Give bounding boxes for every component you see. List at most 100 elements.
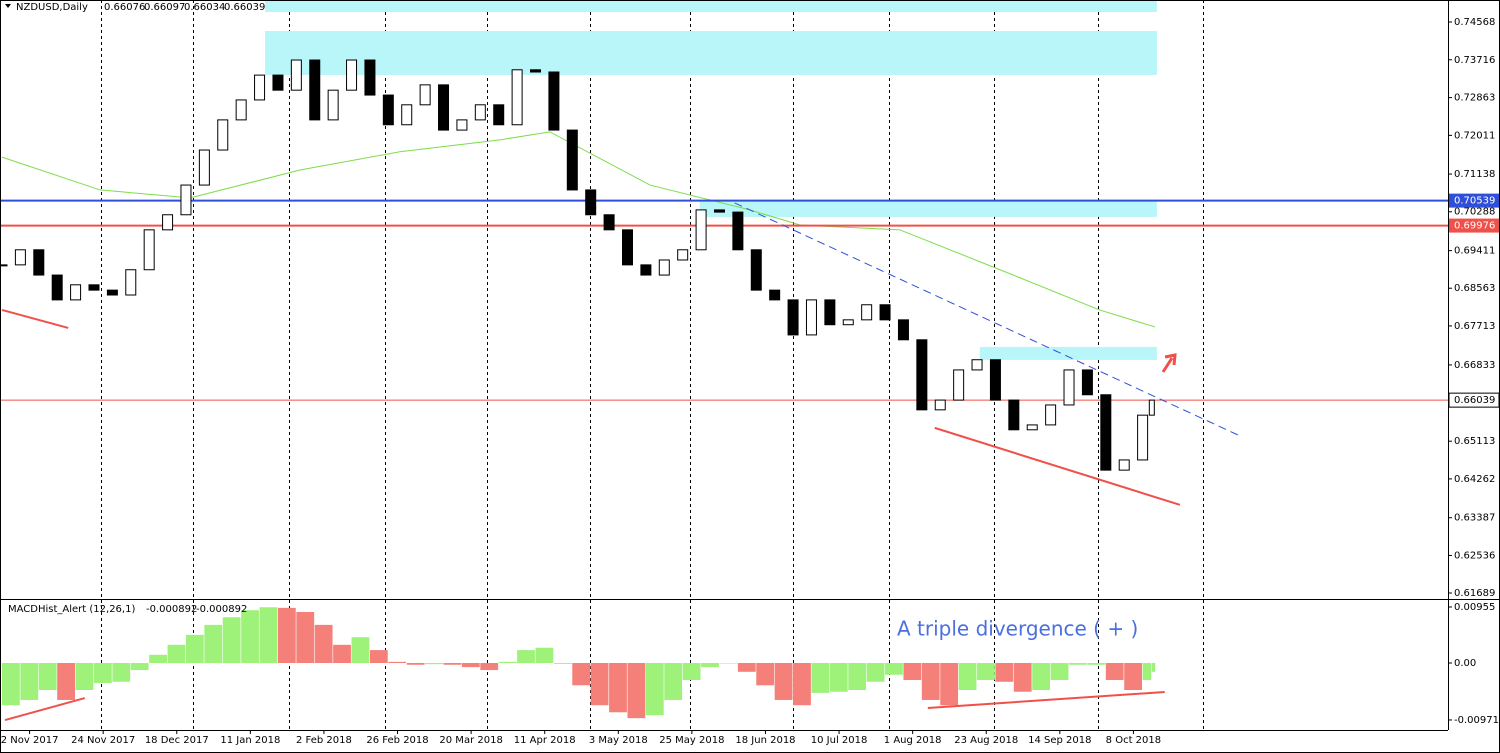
candle xyxy=(695,209,707,251)
y-tick-label: 0.63387 xyxy=(1454,513,1495,524)
histogram-bar xyxy=(1050,663,1069,681)
histogram-bar xyxy=(296,611,315,664)
candle xyxy=(217,119,229,151)
symbol-title: NZDUSD,Daily xyxy=(16,2,88,13)
histogram-bar xyxy=(645,663,664,716)
trendline xyxy=(734,202,1239,436)
candle xyxy=(934,399,946,411)
histogram-bar xyxy=(719,663,738,664)
candle xyxy=(106,289,118,296)
y-tick-label: 0.67713 xyxy=(1454,321,1495,332)
histogram-bar xyxy=(866,663,885,682)
histogram-bar xyxy=(1087,663,1106,665)
histogram-bar xyxy=(903,663,922,681)
histogram-bar xyxy=(572,663,591,686)
candle xyxy=(677,249,689,261)
candle xyxy=(989,359,1001,401)
candle xyxy=(1045,404,1057,426)
candle xyxy=(713,209,725,213)
histogram-bar xyxy=(2,663,20,706)
y-tick-label: 0.70288 xyxy=(1454,207,1495,218)
histogram-bar xyxy=(756,663,775,686)
candle xyxy=(364,59,376,96)
trendline xyxy=(4,697,86,721)
indicator-title: MACDHist_Alert (12,26,1) xyxy=(8,604,135,615)
y-tick-label: 0.68563 xyxy=(1454,283,1495,294)
y-tick-label: -0.00971 xyxy=(1454,715,1499,726)
histogram-bar xyxy=(480,663,499,671)
candle xyxy=(0,264,8,267)
candle xyxy=(842,319,854,326)
candle xyxy=(658,259,670,276)
candle xyxy=(530,69,542,73)
candle xyxy=(456,119,468,131)
candle xyxy=(51,274,63,301)
histogram-bar xyxy=(149,654,167,664)
histogram-bar xyxy=(130,663,149,671)
histogram-bar xyxy=(93,663,112,683)
candle xyxy=(1137,414,1149,461)
candle xyxy=(916,339,928,411)
candle xyxy=(88,284,100,291)
histogram-bar xyxy=(553,663,572,664)
menu-triangle xyxy=(5,4,11,8)
candle xyxy=(198,149,210,186)
x-tick-label: 10 Jul 2018 xyxy=(811,735,868,746)
candle xyxy=(640,264,652,276)
candle xyxy=(585,189,597,216)
ohlc-close: 0.66039 xyxy=(224,2,265,13)
candle xyxy=(879,304,891,321)
candle xyxy=(732,211,744,251)
histogram-bar xyxy=(958,663,977,690)
histogram-bar xyxy=(1124,663,1143,690)
histogram-bar xyxy=(498,661,517,664)
y-tick-label: 0.71138 xyxy=(1454,169,1495,180)
zone xyxy=(265,0,1157,13)
histogram-bar xyxy=(793,663,811,706)
histogram-bar xyxy=(517,650,535,664)
price-label-box xyxy=(1448,392,1500,408)
histogram-bar xyxy=(1069,663,1087,665)
y-tick-label: 0.64262 xyxy=(1454,474,1495,485)
candle xyxy=(897,319,909,341)
candle xyxy=(769,289,781,301)
candle xyxy=(70,284,82,301)
histogram-bar xyxy=(664,663,683,700)
histogram-bar xyxy=(1013,663,1032,692)
candle xyxy=(162,214,174,231)
histogram-bar xyxy=(185,634,204,664)
candle xyxy=(401,104,413,126)
histogram-bar xyxy=(940,663,959,706)
histogram-bar xyxy=(737,663,756,672)
x-tick-label: 2 Feb 2018 xyxy=(296,735,352,746)
candle xyxy=(861,304,873,321)
candle xyxy=(143,229,155,271)
plot-layer xyxy=(0,0,1448,730)
price-label-box xyxy=(1449,218,1499,233)
candle xyxy=(1148,399,1155,416)
y-tick-label: 0.72863 xyxy=(1454,93,1495,104)
x-tick-label: 18 Dec 2017 xyxy=(145,735,209,746)
candle xyxy=(33,249,45,276)
histogram-bar xyxy=(38,663,57,690)
histogram-bar xyxy=(848,663,867,690)
histogram-bar xyxy=(20,663,39,700)
histogram-bar xyxy=(351,637,370,664)
indicator-value: -0.000892 xyxy=(146,604,197,615)
x-tick-label: 11 Apr 2018 xyxy=(514,735,576,746)
y-tick-label: 0.00955 xyxy=(1454,602,1495,613)
up-arrow xyxy=(1161,353,1177,373)
candle xyxy=(290,59,302,91)
candle xyxy=(327,89,339,121)
candle xyxy=(272,74,284,91)
annotation: A triple divergence ( + ) xyxy=(897,617,1138,641)
histogram-bar xyxy=(75,663,94,690)
x-tick-label: 2 Nov 2017 xyxy=(1,735,59,746)
price-label: 0.70539 xyxy=(1454,196,1495,207)
candle xyxy=(805,299,817,336)
candle xyxy=(382,94,394,126)
histogram-bar xyxy=(57,663,75,700)
histogram-bar xyxy=(1142,663,1152,681)
candle xyxy=(1008,399,1020,431)
